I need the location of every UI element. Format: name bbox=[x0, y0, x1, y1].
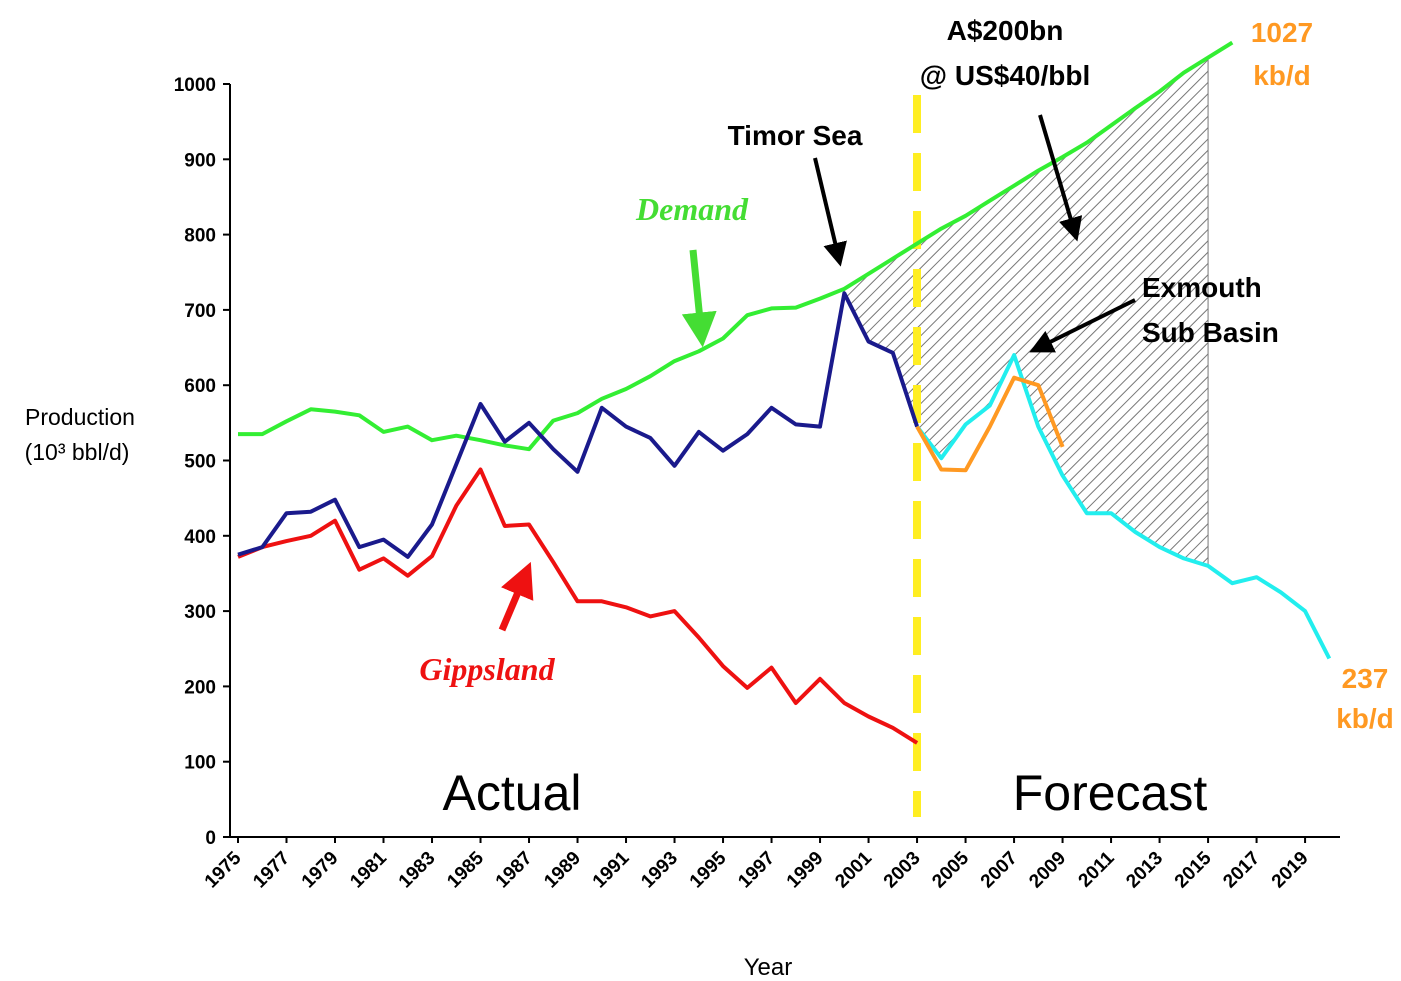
annotation: 1027 bbox=[1251, 17, 1313, 48]
y-tick-label: 900 bbox=[184, 150, 216, 171]
y-tick-label: 600 bbox=[184, 376, 216, 397]
y-tick-label: 200 bbox=[184, 677, 216, 698]
y-tick-label: 800 bbox=[184, 226, 216, 247]
series-label: Gippsland bbox=[419, 651, 555, 687]
annotation: 237 bbox=[1342, 663, 1389, 694]
x-tick-label: 1995 bbox=[686, 847, 731, 892]
y-tick-label: 1000 bbox=[174, 75, 216, 96]
x-tick-label: 2011 bbox=[1075, 847, 1119, 891]
annotation: A$200bn bbox=[947, 15, 1064, 46]
y-label: (10³ bbl/d) bbox=[25, 439, 130, 465]
annotation: Exmouth bbox=[1142, 272, 1262, 303]
x-tick-label: 1981 bbox=[346, 847, 391, 892]
x-tick-label: 1997 bbox=[734, 848, 779, 893]
arrow bbox=[1038, 114, 1083, 242]
x-tick-label: 2009 bbox=[1025, 848, 1070, 893]
x-tick-label: 1975 bbox=[201, 847, 246, 892]
annotation: Actual bbox=[443, 765, 582, 821]
annotation: kb/d bbox=[1336, 703, 1394, 734]
y-tick-label: 100 bbox=[184, 753, 216, 774]
y-tick-label: 400 bbox=[184, 527, 216, 548]
annotation: Timor Sea bbox=[728, 120, 863, 151]
gap-area bbox=[843, 56, 1209, 567]
arrow bbox=[681, 249, 717, 348]
series-line bbox=[237, 467, 919, 745]
y-tick-label: 500 bbox=[184, 452, 216, 473]
series-line bbox=[915, 353, 1332, 660]
arrow bbox=[813, 157, 847, 267]
x-tick-label: 1991 bbox=[589, 847, 634, 892]
annotation: Forecast bbox=[1013, 765, 1208, 821]
series-line bbox=[915, 375, 1065, 473]
series-line bbox=[237, 291, 919, 559]
x-tick-label: 1989 bbox=[540, 848, 585, 893]
x-tick-label: 2015 bbox=[1171, 847, 1216, 892]
x-tick-label: 2017 bbox=[1219, 848, 1264, 893]
y-tick-label: 300 bbox=[184, 602, 216, 623]
x-tick-label: 1985 bbox=[443, 847, 488, 892]
x-label: Year bbox=[744, 954, 793, 981]
x-tick-label: 2013 bbox=[1122, 848, 1167, 893]
arrow bbox=[1029, 298, 1136, 353]
x-tick-label: 1993 bbox=[637, 848, 682, 893]
y-label: Production bbox=[25, 404, 135, 430]
x-tick-label: 2003 bbox=[880, 848, 925, 893]
x-tick-label: 1999 bbox=[783, 848, 828, 893]
x-tick-label: 2001 bbox=[831, 847, 876, 892]
annotation: Sub Basin bbox=[1142, 317, 1279, 348]
arrow bbox=[498, 561, 534, 632]
y-tick-label: 700 bbox=[184, 301, 216, 322]
x-tick-label: 1977 bbox=[249, 848, 294, 893]
x-tick-label: 1983 bbox=[395, 848, 440, 893]
annotation: kb/d bbox=[1253, 60, 1311, 91]
x-tick-label: 2005 bbox=[928, 847, 973, 892]
y-tick-label: 0 bbox=[205, 828, 216, 849]
x-tick-label: 2019 bbox=[1268, 848, 1313, 893]
annotation: @ US$40/bbl bbox=[920, 60, 1090, 91]
x-tick-label: 2007 bbox=[977, 848, 1022, 893]
x-tick-label: 1987 bbox=[492, 848, 537, 893]
series-line bbox=[238, 40, 1234, 452]
x-tick-label: 1979 bbox=[298, 848, 343, 893]
series-label: Demand bbox=[635, 191, 749, 227]
